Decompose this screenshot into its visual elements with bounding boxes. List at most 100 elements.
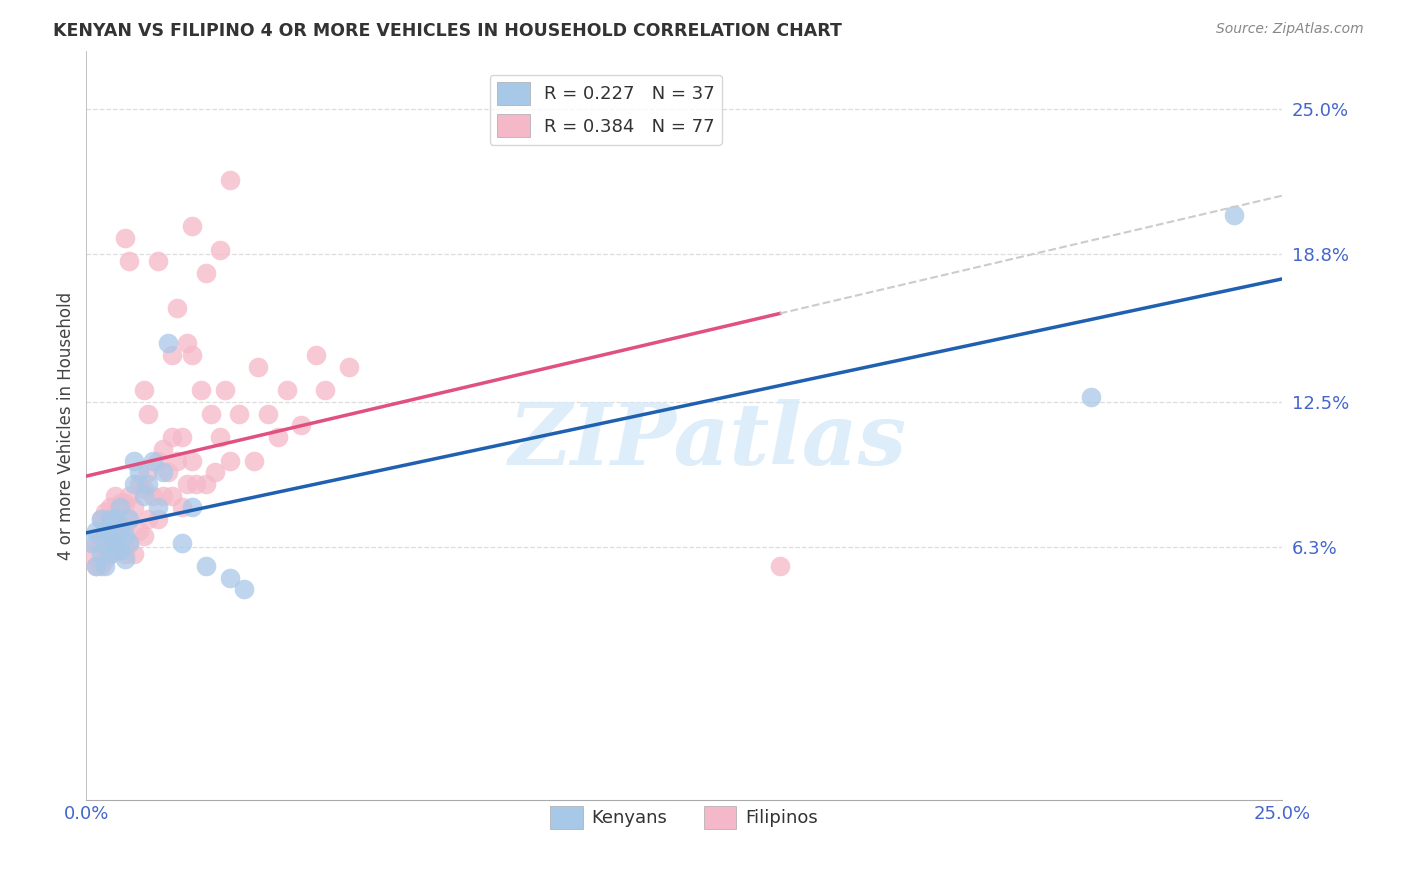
Point bbox=[176, 477, 198, 491]
Point bbox=[104, 535, 127, 549]
Point bbox=[162, 489, 184, 503]
Point bbox=[132, 528, 155, 542]
Point bbox=[162, 348, 184, 362]
Point bbox=[90, 547, 112, 561]
Point bbox=[146, 512, 169, 526]
Point bbox=[98, 512, 121, 526]
Point bbox=[104, 512, 127, 526]
Point bbox=[194, 266, 217, 280]
Point bbox=[194, 559, 217, 574]
Point bbox=[305, 348, 328, 362]
Point bbox=[94, 535, 117, 549]
Point bbox=[146, 500, 169, 515]
Point bbox=[104, 489, 127, 503]
Point bbox=[200, 407, 222, 421]
Point bbox=[80, 535, 103, 549]
Point bbox=[1223, 208, 1246, 222]
Point bbox=[170, 430, 193, 444]
Point bbox=[94, 528, 117, 542]
Point bbox=[190, 384, 212, 398]
Point bbox=[122, 453, 145, 467]
Point bbox=[138, 477, 160, 491]
Point bbox=[180, 453, 202, 467]
Point bbox=[204, 465, 226, 479]
Point bbox=[1080, 390, 1102, 404]
Point bbox=[94, 552, 117, 566]
Point bbox=[128, 465, 150, 479]
Point bbox=[98, 528, 121, 542]
Point bbox=[114, 519, 136, 533]
Point bbox=[156, 336, 179, 351]
Point bbox=[84, 524, 107, 538]
Point bbox=[84, 559, 107, 574]
Point bbox=[138, 512, 160, 526]
Point bbox=[186, 477, 208, 491]
Point bbox=[84, 535, 107, 549]
Point bbox=[114, 547, 136, 561]
Point bbox=[152, 489, 174, 503]
Point bbox=[98, 547, 121, 561]
Point bbox=[214, 384, 236, 398]
Point bbox=[122, 547, 145, 561]
Point bbox=[108, 500, 131, 515]
Point bbox=[242, 453, 264, 467]
Point bbox=[94, 559, 117, 574]
Point bbox=[84, 559, 107, 574]
Point bbox=[118, 254, 141, 268]
Point bbox=[142, 489, 165, 503]
Point bbox=[266, 430, 288, 444]
Point bbox=[138, 407, 160, 421]
Point bbox=[228, 407, 250, 421]
Point bbox=[108, 524, 131, 538]
Point bbox=[152, 442, 174, 456]
Point bbox=[218, 453, 240, 467]
Point bbox=[176, 336, 198, 351]
Point bbox=[146, 453, 169, 467]
Point bbox=[80, 547, 103, 561]
Point bbox=[132, 384, 155, 398]
Point bbox=[170, 500, 193, 515]
Point bbox=[166, 453, 188, 467]
Point bbox=[104, 542, 127, 557]
Point bbox=[337, 359, 360, 374]
Point bbox=[108, 519, 131, 533]
Point bbox=[142, 453, 165, 467]
Point bbox=[118, 489, 141, 503]
Point bbox=[90, 559, 112, 574]
Point bbox=[132, 482, 155, 496]
Point bbox=[247, 359, 270, 374]
Text: ZIPatlas: ZIPatlas bbox=[509, 399, 907, 483]
Legend: Kenyans, Filipinos: Kenyans, Filipinos bbox=[543, 798, 825, 836]
Point bbox=[108, 542, 131, 557]
Point bbox=[98, 500, 121, 515]
Point bbox=[114, 528, 136, 542]
Point bbox=[108, 542, 131, 557]
Point bbox=[128, 477, 150, 491]
Point bbox=[233, 582, 256, 597]
Point bbox=[162, 430, 184, 444]
Point bbox=[90, 535, 112, 549]
Point bbox=[314, 384, 336, 398]
Point bbox=[122, 477, 145, 491]
Point bbox=[128, 524, 150, 538]
Point bbox=[209, 243, 232, 257]
Text: Source: ZipAtlas.com: Source: ZipAtlas.com bbox=[1216, 22, 1364, 37]
Point bbox=[152, 465, 174, 479]
Point bbox=[156, 465, 179, 479]
Point bbox=[180, 500, 202, 515]
Point bbox=[104, 512, 127, 526]
Point bbox=[118, 535, 141, 549]
Point bbox=[132, 489, 155, 503]
Point bbox=[194, 477, 217, 491]
Point bbox=[180, 348, 202, 362]
Point bbox=[104, 535, 127, 549]
Point bbox=[769, 559, 792, 574]
Point bbox=[118, 512, 141, 526]
Point bbox=[114, 552, 136, 566]
Point bbox=[98, 547, 121, 561]
Point bbox=[90, 512, 112, 526]
Point bbox=[114, 231, 136, 245]
Point bbox=[118, 535, 141, 549]
Point bbox=[276, 384, 298, 398]
Point bbox=[138, 465, 160, 479]
